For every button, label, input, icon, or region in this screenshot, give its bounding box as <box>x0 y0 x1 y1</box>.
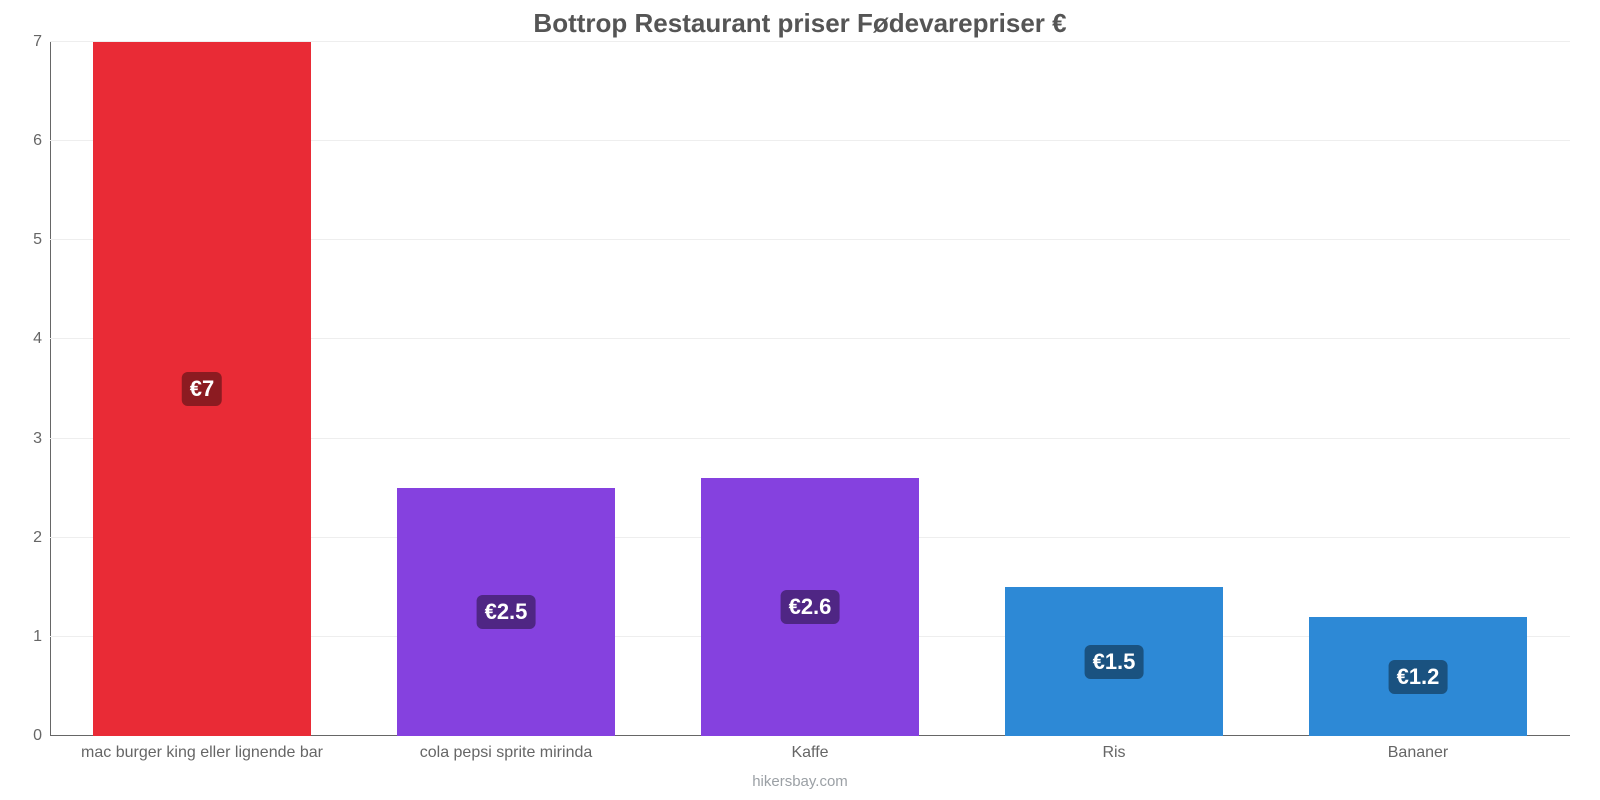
y-tick-label: 4 <box>33 330 42 348</box>
x-tick-label: Kaffe <box>791 744 828 762</box>
x-tick-label: cola pepsi sprite mirinda <box>420 744 593 762</box>
chart-container: Bottrop Restaurant priser Fødevarepriser… <box>0 0 1600 800</box>
y-tick-label: 7 <box>33 33 42 51</box>
y-tick-label: 0 <box>33 727 42 745</box>
chart-credit: hikersbay.com <box>0 773 1600 790</box>
y-tick-label: 1 <box>33 628 42 646</box>
y-tick-label: 3 <box>33 430 42 448</box>
bar-value-label: €2.6 <box>781 590 840 624</box>
y-axis-line <box>50 42 51 736</box>
bar-value-label: €2.5 <box>477 595 536 629</box>
y-tick-label: 2 <box>33 529 42 547</box>
x-tick-label: mac burger king eller lignende bar <box>81 744 323 762</box>
x-tick-label: Bananer <box>1388 744 1449 762</box>
chart-title: Bottrop Restaurant priser Fødevarepriser… <box>0 8 1600 39</box>
y-tick-label: 5 <box>33 231 42 249</box>
bar-value-label: €1.2 <box>1389 660 1448 694</box>
bar-value-label: €1.5 <box>1085 645 1144 679</box>
y-tick-label: 6 <box>33 132 42 150</box>
bar-value-label: €7 <box>182 372 222 406</box>
x-tick-label: Ris <box>1102 744 1125 762</box>
plot-area: 01234567€7mac burger king eller lignende… <box>50 42 1570 736</box>
